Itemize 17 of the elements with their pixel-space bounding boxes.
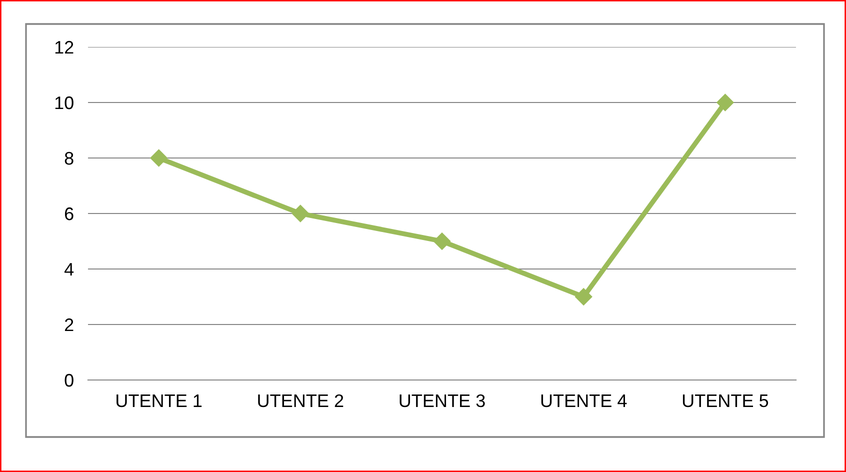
point <box>150 149 168 167</box>
x-tick-label: UTENTE 2 <box>258 394 344 408</box>
x-tick-label: UTENTE 5 <box>682 394 768 408</box>
point <box>716 94 734 112</box>
x-tick-label: UTENTE 4 <box>541 394 627 408</box>
y-tick-label: 12 <box>55 40 74 54</box>
y-tick-label: 4 <box>64 263 74 276</box>
y-tick-label: 8 <box>64 152 74 165</box>
point <box>433 232 451 250</box>
y-tick-label: 0 <box>64 374 74 387</box>
point <box>292 204 309 222</box>
point <box>575 288 592 306</box>
x-tick-label: UTENTE 1 <box>116 394 202 408</box>
y-tick-label: 10 <box>55 96 74 110</box>
y-tick-label: 2 <box>64 318 74 332</box>
y-tick-label: 6 <box>64 207 74 220</box>
x-tick-label: UTENTE 3 <box>400 394 485 408</box>
